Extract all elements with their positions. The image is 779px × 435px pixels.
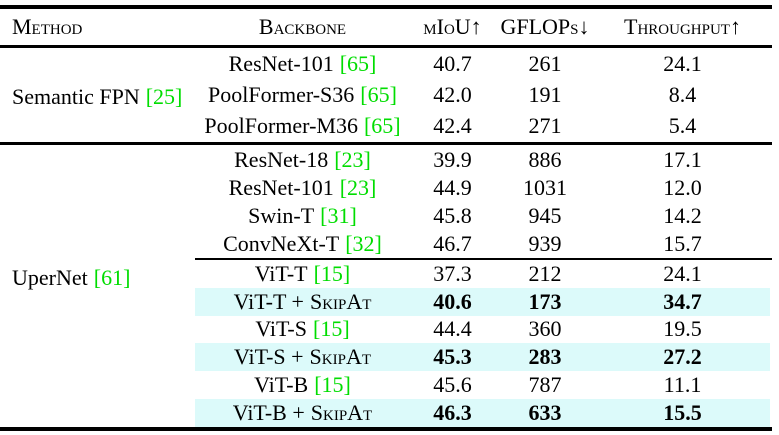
miou-cell: 39.9 bbox=[433, 147, 472, 172]
throughput-cell: 15.7 bbox=[663, 231, 702, 256]
throughput-cell: 11.1 bbox=[663, 372, 702, 398]
table-row-highlighted: ViT-B + SkipAt 46.3 633 15.5 bbox=[0, 398, 770, 427]
table-rule-partial bbox=[195, 258, 772, 260]
table-row: ViT-B [15] 45.6 787 11.1 bbox=[0, 371, 770, 399]
method-label-text: Semantic FPN bbox=[12, 84, 140, 109]
citation-link: [15] bbox=[314, 372, 351, 398]
table-row: Swin-T [31] 45.8 945 14.2 bbox=[0, 202, 770, 230]
throughput-cell: 24.1 bbox=[663, 260, 702, 286]
throughput-cell: 12.0 bbox=[663, 175, 702, 200]
citation-link: [65] bbox=[360, 81, 397, 107]
gflops-cell: 261 bbox=[528, 50, 562, 76]
throughput-cell: 5.4 bbox=[668, 112, 697, 138]
miou-cell: 42.4 bbox=[433, 112, 472, 138]
gflops-cell: 787 bbox=[528, 372, 562, 398]
throughput-cell: 8.4 bbox=[668, 81, 697, 107]
table-row: ViT-T [15] 37.3 212 24.1 bbox=[0, 260, 770, 288]
citation-link: [61] bbox=[93, 265, 131, 290]
citation-link: [65] bbox=[363, 112, 401, 138]
semantic-fpn-block: ResNet-101 [65] 40.7 261 24.1 PoolFormer-… bbox=[0, 48, 770, 141]
table-row: ResNet-18 [23] 39.9 886 17.1 bbox=[0, 146, 770, 174]
table-row: ViT-S [15] 44.4 360 19.5 bbox=[0, 316, 770, 344]
table-row: PoolFormer-M36 [65] 42.4 271 5.4 bbox=[0, 110, 770, 141]
gflops-cell: 212 bbox=[528, 260, 562, 286]
miou-cell: 45.8 bbox=[433, 203, 472, 228]
column-header-method: Method bbox=[12, 13, 83, 39]
gflops-cell: 283 bbox=[528, 344, 562, 370]
miou-cell: 40.7 bbox=[433, 50, 472, 76]
citation-link: [65] bbox=[339, 50, 377, 76]
method-label-text: UperNet bbox=[12, 265, 88, 290]
backbone-cell: PoolFormer-M36 [65] bbox=[204, 112, 401, 138]
backbone-cell: Swin-T [31] bbox=[248, 203, 357, 228]
column-header-backbone: Backbone bbox=[258, 13, 347, 39]
table-rule-bottom bbox=[0, 427, 772, 431]
miou-cell: 44.4 bbox=[433, 316, 472, 342]
miou-cell: 37.3 bbox=[433, 260, 472, 286]
throughput-cell: 14.2 bbox=[663, 203, 702, 228]
backbone-cell: ViT-T + SkipAt bbox=[233, 288, 372, 314]
gflops-cell: 360 bbox=[528, 316, 562, 342]
skipat-label: SkipAt bbox=[309, 344, 372, 370]
backbone-cell: ResNet-101 [65] bbox=[228, 50, 377, 76]
table-row-highlighted: ViT-T + SkipAt 40.6 173 34.7 bbox=[0, 287, 770, 316]
backbone-cell: ConvNeXt-T [32] bbox=[223, 231, 382, 256]
citation-link: [31] bbox=[320, 203, 357, 228]
miou-cell: 45.6 bbox=[433, 372, 472, 398]
table-row: ResNet-101 [23] 44.9 1031 12.0 bbox=[0, 174, 770, 202]
backbone-cell: PoolFormer-S36 [65] bbox=[208, 81, 397, 107]
citation-link: [15] bbox=[313, 316, 350, 342]
throughput-cell: 19.5 bbox=[663, 316, 702, 342]
citation-link: [32] bbox=[345, 231, 382, 256]
table-row-highlighted: ViT-S + SkipAt 45.3 283 27.2 bbox=[0, 343, 770, 372]
miou-cell: 40.6 bbox=[433, 288, 472, 314]
backbone-cell: ViT-S [15] bbox=[255, 316, 350, 342]
gflops-cell: 173 bbox=[528, 288, 562, 314]
gflops-cell: 1031 bbox=[523, 175, 567, 200]
table-row: ResNet-101 [65] 40.7 261 24.1 bbox=[0, 48, 770, 79]
table-rule-mid bbox=[0, 142, 772, 145]
citation-link: [15] bbox=[313, 260, 351, 286]
column-header-throughput: Throughput↑ bbox=[624, 13, 741, 39]
gflops-cell: 939 bbox=[528, 231, 562, 256]
throughput-cell: 15.5 bbox=[663, 399, 702, 425]
backbone-cell: ViT-T [15] bbox=[254, 260, 351, 286]
gflops-cell: 633 bbox=[528, 399, 562, 425]
skipat-label: SkipAt bbox=[309, 288, 372, 314]
miou-cell: 42.0 bbox=[433, 81, 472, 107]
method-group-upernet: UperNet [61] bbox=[12, 265, 130, 291]
backbone-cell: ViT-B [15] bbox=[254, 372, 351, 398]
backbone-cell: ResNet-101 [23] bbox=[228, 175, 377, 200]
miou-cell: 44.9 bbox=[433, 175, 472, 200]
citation-link: [23] bbox=[339, 175, 377, 200]
gflops-cell: 886 bbox=[528, 147, 562, 172]
throughput-cell: 24.1 bbox=[663, 50, 702, 76]
miou-cell: 45.3 bbox=[433, 344, 472, 370]
throughput-cell: 27.2 bbox=[663, 344, 702, 370]
citation-link: [23] bbox=[334, 147, 371, 172]
upernet-block-vit: ViT-T [15] 37.3 212 24.1 ViT-T + SkipAt 40… bbox=[0, 260, 770, 427]
column-header-gflops: GFLOPs↓ bbox=[500, 13, 590, 39]
backbone-cell: ViT-S + SkipAt bbox=[233, 344, 372, 370]
table-rule-top bbox=[0, 5, 772, 9]
table-rule-under-header bbox=[0, 45, 772, 48]
table-row: PoolFormer-S36 [65] 42.0 191 8.4 bbox=[0, 79, 770, 110]
skipat-label: SkipAt bbox=[310, 399, 373, 425]
backbone-cell: ResNet-18 [23] bbox=[234, 147, 371, 172]
citation-link: [25] bbox=[145, 84, 183, 109]
miou-cell: 46.7 bbox=[433, 231, 472, 256]
backbone-cell: ViT-B + SkipAt bbox=[232, 399, 373, 425]
upernet-block-cnn: ResNet-18 [23] 39.9 886 17.1 ResNet-101 [2… bbox=[0, 146, 770, 258]
gflops-cell: 191 bbox=[528, 81, 562, 107]
gflops-cell: 945 bbox=[528, 203, 562, 228]
gflops-cell: 271 bbox=[528, 112, 562, 138]
column-header-miou: mIoU↑ bbox=[423, 13, 482, 39]
miou-cell: 46.3 bbox=[433, 399, 472, 425]
table-header-row: Method Backbone mIoU↑ GFLOPs↓ Throughput… bbox=[0, 8, 770, 45]
method-group-semantic-fpn: Semantic FPN [25] bbox=[12, 84, 182, 110]
table-row: ConvNeXt-T [32] 46.7 939 15.7 bbox=[0, 230, 770, 258]
throughput-cell: 17.1 bbox=[663, 147, 702, 172]
throughput-cell: 34.7 bbox=[663, 288, 702, 314]
